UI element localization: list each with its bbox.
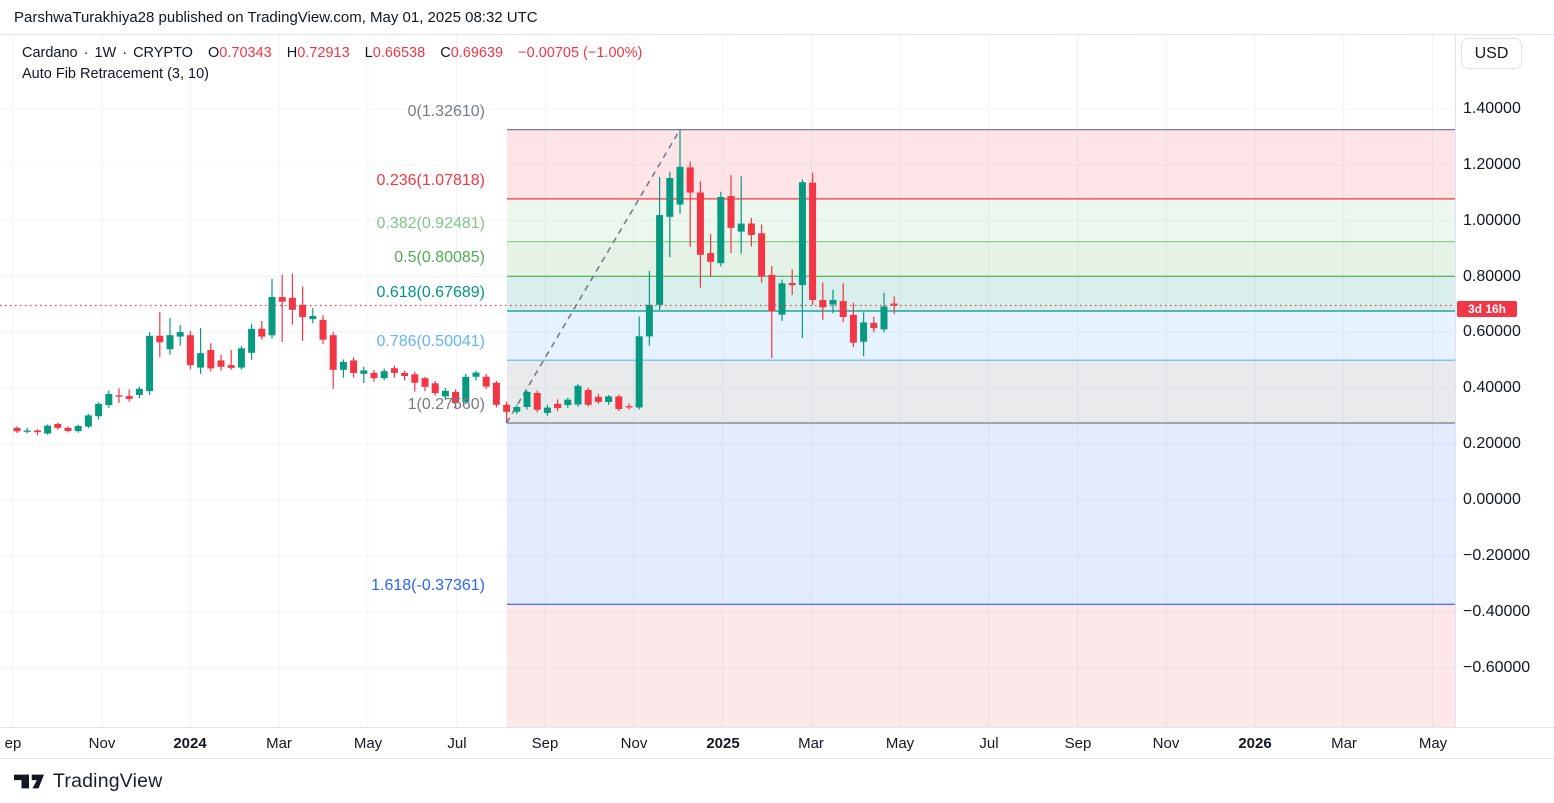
currency-toggle-button[interactable]: USD bbox=[1461, 38, 1522, 69]
tradingview-logo-icon bbox=[14, 774, 44, 788]
bar-countdown-badge: 3d 16h bbox=[1457, 301, 1517, 317]
price-axis-label: 0.60000 bbox=[1463, 323, 1521, 340]
time-axis-label: Nov bbox=[88, 735, 116, 752]
time-axis-label: Mar bbox=[798, 735, 824, 752]
tradingview-home-link[interactable]: TradingView bbox=[14, 770, 163, 793]
symbol-title: Cardano bbox=[22, 45, 78, 61]
price-axis-label: 1.00000 bbox=[1463, 212, 1521, 229]
open-label: O bbox=[208, 45, 220, 61]
time-axis-label: May bbox=[353, 735, 383, 752]
candlestick-chart[interactable] bbox=[0, 35, 1455, 727]
open-value: 0.70343 bbox=[219, 45, 272, 61]
price-axis-label: 0.00000 bbox=[1463, 491, 1521, 508]
attribution-bar: ParshwaTurakhiya28 published on TradingV… bbox=[0, 0, 1554, 35]
price-axis-label: 1.20000 bbox=[1463, 156, 1521, 173]
price-axis-label: 0.80000 bbox=[1463, 268, 1521, 285]
symbol-exchange: CRYPTO bbox=[133, 45, 193, 61]
legend: Cardano · 1W · CRYPTO O0.70343 H0.72913 L0.6… bbox=[22, 43, 642, 85]
price-axis-label: 0.40000 bbox=[1463, 379, 1521, 396]
time-axis-label: Mar bbox=[266, 735, 292, 752]
price-axis-label: −0.60000 bbox=[1463, 659, 1531, 676]
time-axis-label: ep bbox=[4, 735, 22, 752]
time-axis-label: 2025 bbox=[706, 735, 740, 752]
high-label: H bbox=[286, 45, 298, 61]
symbol-interval: 1W bbox=[94, 45, 117, 61]
time-axis-label: May bbox=[885, 735, 915, 752]
price-axis-label: −0.40000 bbox=[1463, 603, 1531, 620]
close-value: 0.69639 bbox=[450, 45, 504, 61]
change-value: −0.00705 (−1.00%) bbox=[518, 45, 643, 61]
close-label: C bbox=[440, 45, 451, 61]
time-axis-label: Jul bbox=[447, 735, 467, 752]
price-axis[interactable]: 1.40000 1.20000 1.00000 0.80000 0.60000 0.400… bbox=[1455, 35, 1554, 727]
indicator-legend-row: Auto Fib Retracement (3, 10) bbox=[22, 64, 642, 85]
price-axis-label: 0.20000 bbox=[1463, 435, 1521, 452]
symbol-legend-row: Cardano · 1W · CRYPTO O0.70343 H0.72913 L0.6… bbox=[22, 43, 642, 64]
time-axis-label: Sep bbox=[1064, 735, 1092, 752]
time-axis-label: Nov bbox=[1152, 735, 1180, 752]
high-group: H0.72913 bbox=[287, 45, 350, 61]
time-axis-label: Sep bbox=[531, 735, 559, 752]
price-axis-label: 1.40000 bbox=[1463, 100, 1521, 117]
fib-lines bbox=[507, 128, 1455, 605]
fib-trend-line bbox=[505, 129, 681, 424]
time-axis-label: Mar bbox=[1331, 735, 1357, 752]
low-value: 0.66538 bbox=[372, 45, 426, 61]
legend-separator: · bbox=[122, 45, 128, 61]
price-axis-label: −0.20000 bbox=[1463, 547, 1531, 564]
time-axis-label: 2024 bbox=[173, 735, 207, 752]
time-axis-label: 2026 bbox=[1238, 735, 1272, 752]
high-value: 0.72913 bbox=[297, 45, 350, 61]
footer: TradingView bbox=[0, 758, 1554, 803]
close-group: C0.69639 bbox=[440, 45, 503, 61]
attribution-text: ParshwaTurakhiya28 published on TradingV… bbox=[14, 8, 538, 26]
time-axis[interactable]: ep Nov 2024 Mar May Jul Sep Nov 2025 Mar May Jul Sep… bbox=[0, 727, 1554, 758]
low-label: L bbox=[364, 45, 373, 61]
open-group: O0.70343 bbox=[208, 45, 272, 61]
indicator-title: Auto Fib Retracement (3, 10) bbox=[22, 66, 209, 82]
time-axis-label: Jul bbox=[979, 735, 999, 752]
candles bbox=[13, 129, 898, 436]
low-group: L0.66538 bbox=[365, 45, 426, 61]
grid-lines bbox=[0, 35, 1455, 727]
time-axis-label: May bbox=[1418, 735, 1448, 752]
time-axis-label: Nov bbox=[620, 735, 648, 752]
tradingview-wordmark: TradingView bbox=[53, 769, 163, 792]
legend-separator: · bbox=[83, 45, 89, 61]
fib-bands bbox=[507, 129, 1455, 727]
chart-area[interactable]: 0(1.32610) 0.236(1.07818) 0.382(0.92481) 0.… bbox=[0, 35, 1554, 727]
